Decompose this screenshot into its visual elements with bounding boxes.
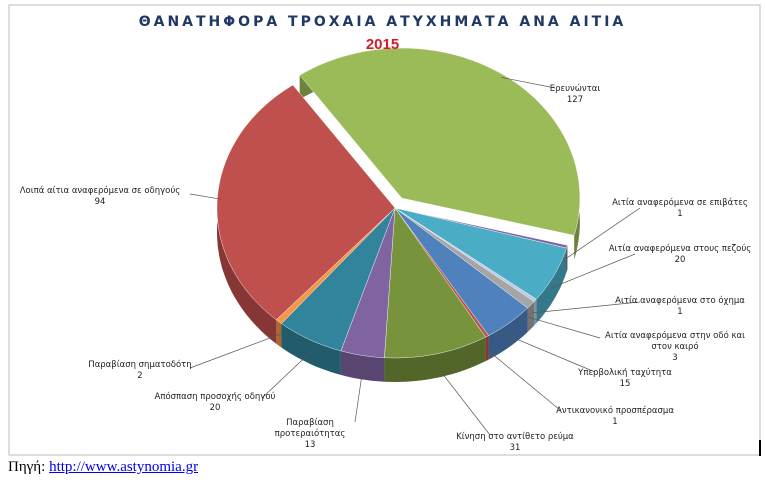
value-label: 20 bbox=[674, 255, 686, 265]
leader-line bbox=[189, 333, 282, 369]
value-label: 1 bbox=[612, 417, 618, 427]
slice-label: Απόσπαση προσοχής οδηγού bbox=[154, 392, 276, 402]
chart-frame bbox=[8, 4, 761, 456]
leader-line bbox=[435, 365, 491, 436]
slice-side-shade bbox=[536, 248, 567, 324]
value-label: 1 bbox=[677, 209, 683, 219]
slice-label: Αιτία αναφερόμενα στο όχημα bbox=[615, 296, 745, 306]
slice-label: Κίνηση στο αντίθετο ρεύμα bbox=[456, 432, 574, 442]
leader-line bbox=[354, 366, 364, 423]
leader-line bbox=[501, 76, 556, 89]
slice-side bbox=[566, 245, 568, 273]
slice bbox=[394, 207, 567, 300]
slice-label: Αιτία αναφερόμενα στην οδό και στον καιρ… bbox=[605, 331, 745, 352]
value-label: 20 bbox=[209, 403, 221, 413]
value-label: 2 bbox=[137, 371, 143, 381]
slice-side bbox=[384, 337, 486, 382]
source: Πηγή: http://www.astynomia.gr bbox=[8, 459, 198, 476]
slice-label: Παραβίαση προτεραιότητας bbox=[274, 418, 346, 439]
leader-line bbox=[189, 193, 221, 200]
slice-side-shade bbox=[340, 350, 385, 382]
chart-title: ΘΑΝΑΤΗΦΟΡΑ ΤΡΟΧΑΙΑ ΑΤΥΧΗΜΑΤΑ ΑΝΑ ΑΙΤΙΑ bbox=[138, 14, 627, 30]
slice-side bbox=[281, 323, 341, 375]
leader-line bbox=[261, 351, 312, 399]
slice bbox=[384, 207, 486, 359]
slice-side bbox=[485, 335, 489, 362]
slice-side bbox=[527, 301, 535, 332]
slice-side-shade bbox=[384, 337, 486, 382]
value-label: 13 bbox=[304, 440, 316, 450]
value-label: 127 bbox=[566, 95, 584, 105]
value-label: 31 bbox=[509, 443, 521, 453]
leader-line bbox=[551, 253, 636, 289]
slice-label: Παραβίαση σηματοδότη bbox=[88, 360, 192, 370]
slice-side-shade bbox=[488, 308, 528, 360]
source-link[interactable]: http://www.astynomia.gr bbox=[49, 459, 199, 475]
value-label: 1 bbox=[677, 307, 683, 317]
slice bbox=[281, 207, 396, 352]
slice-side bbox=[488, 308, 528, 360]
chart-subtitle: 2015 bbox=[365, 36, 400, 53]
slice bbox=[299, 47, 580, 236]
slice-side-shade bbox=[527, 301, 535, 332]
value-label: 3 bbox=[672, 353, 678, 363]
value-label: 15 bbox=[619, 379, 631, 389]
leader-line bbox=[563, 207, 641, 261]
value-label: 94 bbox=[94, 197, 106, 207]
leader-line bbox=[485, 347, 561, 411]
slice bbox=[394, 207, 528, 336]
slice-side bbox=[536, 248, 567, 324]
slice-side bbox=[340, 350, 385, 382]
slice-side-shade bbox=[566, 245, 568, 273]
source-label: Πηγή: bbox=[8, 459, 46, 475]
slice bbox=[216, 84, 396, 321]
slice-label: Αιτία αναφερόμενα στους πεζούς bbox=[608, 244, 752, 254]
leader-line bbox=[532, 301, 641, 314]
slice-label: Αιτία αναφερόμενα σε επιβάτες bbox=[612, 198, 748, 208]
slice bbox=[340, 207, 396, 358]
slice-label: Λοιπά αίτια αναφερόμενα σε οδηγούς bbox=[19, 186, 181, 196]
slice-label: Ερευνώνται bbox=[549, 84, 601, 94]
slice-side-shade bbox=[276, 319, 282, 348]
leader-line bbox=[528, 316, 601, 339]
leader-line bbox=[506, 334, 596, 373]
slice-label: Υπερβολική ταχύτητα bbox=[578, 368, 672, 378]
slice-side bbox=[276, 319, 282, 348]
slice-side-shade bbox=[485, 335, 489, 362]
slice-label: Αντικανονικό προσπέρασμα bbox=[556, 406, 674, 416]
slice-side-shade bbox=[281, 323, 341, 375]
